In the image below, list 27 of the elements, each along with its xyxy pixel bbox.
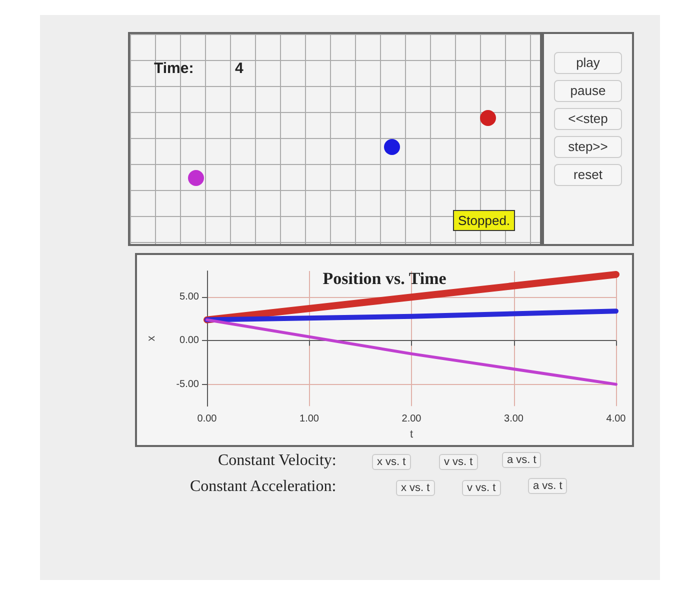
text: a vs. t: [528, 478, 568, 494]
text: x vs. t: [372, 454, 411, 470]
text: step>>: [554, 136, 622, 158]
y-tick-label: -5.00: [176, 378, 200, 390]
text: x vs. t: [396, 480, 435, 496]
text: 4: [235, 60, 244, 77]
text: pause: [554, 80, 622, 102]
text: reset: [554, 164, 622, 186]
text: Constant Acceleration:: [190, 478, 336, 496]
text: v vs. t: [439, 454, 478, 470]
text: a vs. t: [502, 452, 542, 468]
x-axis-title: t: [410, 428, 414, 440]
text: <<step: [554, 108, 622, 130]
x-tick-label: 1.00: [300, 414, 320, 425]
text: Stopped.: [453, 210, 516, 231]
text: Time:: [154, 60, 194, 77]
text: Constant Velocity:: [218, 452, 336, 470]
text: v vs. t: [462, 480, 501, 496]
y-tick-label: 0.00: [180, 335, 200, 346]
y-tick-label: 5.00: [180, 292, 200, 303]
x-tick-label: 4.00: [606, 414, 626, 425]
x-tick-label: 2.00: [402, 414, 422, 425]
x-tick-label: 3.00: [504, 414, 524, 425]
text: play: [554, 52, 622, 74]
x-tick-label: 0.00: [197, 414, 218, 425]
y-axis-title: x: [146, 335, 158, 342]
chart-title: Position vs. Time: [322, 269, 447, 288]
